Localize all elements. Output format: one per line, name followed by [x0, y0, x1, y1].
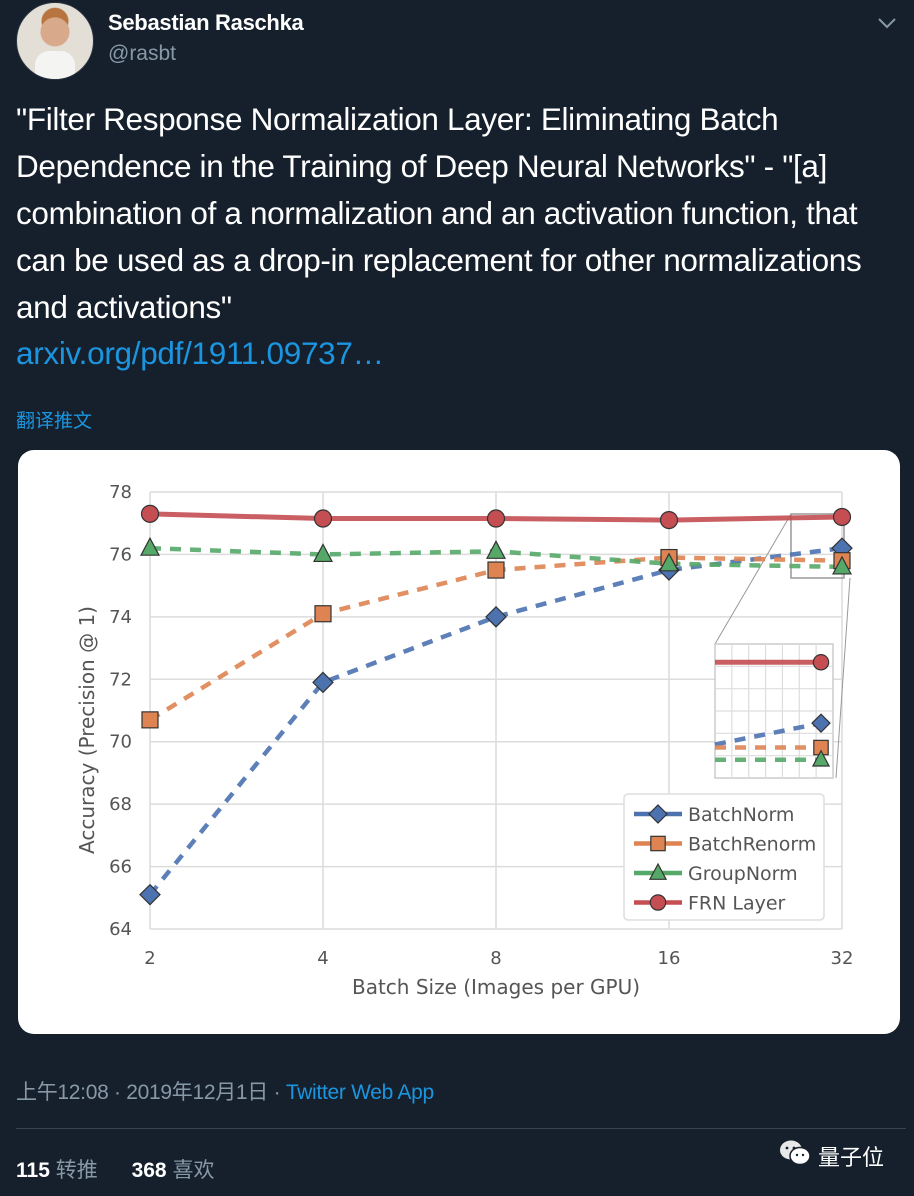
user-name[interactable]: Sebastian Raschka — [108, 10, 304, 35]
tweet-text: "Filter Response Normalization Layer: El… — [16, 101, 870, 325]
data-point-frn-layer — [313, 509, 333, 528]
legend-label-frn-layer: FRN Layer — [688, 893, 786, 915]
chart-legend: BatchNorm BatchRenorm GroupNorm FRN Layer — [623, 793, 825, 921]
y-tick-labels: 64 66 68 70 72 74 76 78 — [109, 482, 132, 940]
x-tick-label: 16 — [658, 948, 681, 969]
inset-zoom — [714, 643, 834, 779]
likes-label: 喜欢 — [172, 1159, 215, 1182]
tweet-date[interactable]: 2019年12月1日 — [126, 1081, 269, 1104]
inset-point-frn-layer — [812, 654, 830, 671]
data-point-batchrenorm — [314, 605, 332, 623]
inset-line-batchnorm — [714, 720, 822, 747]
legend-marker-groupnorm — [648, 862, 668, 880]
x-tick-label: 8 — [490, 948, 501, 969]
y-tick-label: 70 — [109, 732, 132, 753]
data-point-groupnorm — [659, 552, 679, 572]
wechat-icon — [778, 1138, 812, 1174]
inset-connector-line — [835, 577, 851, 779]
user-handle[interactable]: @rasbt — [108, 42, 177, 65]
y-tick-label: 72 — [109, 669, 132, 690]
data-point-frn-layer — [659, 510, 679, 530]
y-tick-label: 66 — [109, 857, 132, 878]
retweets-count: 115 — [16, 1159, 50, 1182]
avatar[interactable] — [16, 2, 94, 80]
watermark: 量子位 — [778, 1138, 884, 1174]
data-point-batchnorm — [139, 883, 161, 906]
divider — [16, 1128, 906, 1129]
data-point-batchnorm — [312, 671, 334, 694]
y-axis-title: Accuracy (Precision @ 1) — [75, 606, 99, 854]
data-point-batchnorm — [485, 606, 507, 628]
chart: 64 66 68 70 72 74 76 78 2 4 8 16 32 Batch Size (Ima… — [75, 482, 853, 999]
tweet-time[interactable]: 上午12:08 — [16, 1081, 109, 1104]
x-tick-label: 2 — [144, 948, 155, 969]
legend-label-batchrenorm: BatchRenorm — [688, 834, 816, 856]
x-tick-label: 32 — [831, 948, 854, 969]
data-point-groupnorm — [140, 536, 160, 556]
tweet-link[interactable]: arxiv.org/pdf/1911.09737… — [16, 335, 384, 371]
chevron-down-icon[interactable] — [876, 12, 898, 34]
chart-image-card[interactable]: 64 66 68 70 72 74 76 78 2 4 8 16 32 Batch Size (Ima… — [18, 450, 900, 1034]
legend-marker-frn-layer — [649, 894, 667, 911]
legend-box — [623, 793, 825, 921]
data-point-frn-layer — [486, 509, 506, 528]
likes-stat[interactable]: 368 喜欢 — [132, 1159, 215, 1182]
tweet-source[interactable]: Twitter Web App — [285, 1081, 434, 1104]
tweet-meta: 上午12:08 · 2019年12月1日 · Twitter Web App — [16, 1076, 434, 1106]
data-point-frn-layer — [832, 507, 852, 527]
y-tick-label: 78 — [109, 482, 132, 503]
translate-tweet-button[interactable]: 翻译推文 — [16, 411, 93, 432]
y-tick-label: 64 — [109, 919, 132, 940]
legend-marker-batchnorm — [648, 804, 668, 824]
watermark-label: 量子位 — [818, 1145, 885, 1170]
legend-marker-batchrenorm — [650, 835, 666, 852]
data-point-batchrenorm — [141, 711, 159, 729]
data-point-groupnorm — [313, 543, 333, 563]
y-tick-label: 74 — [109, 607, 132, 628]
inset-connector-line — [714, 513, 792, 645]
data-point-groupnorm — [832, 555, 852, 575]
y-tick-label: 68 — [109, 794, 132, 815]
x-tick-labels: 2 4 8 16 32 — [144, 948, 853, 969]
legend-label-batchnorm: BatchNorm — [688, 804, 794, 826]
inset-point-groupnorm — [811, 749, 831, 767]
data-point-groupnorm — [486, 540, 506, 559]
meta-separator: · — [273, 1081, 281, 1104]
chart-markers — [139, 504, 853, 906]
tweet-stats: 115 转推 368 喜欢 — [16, 1154, 242, 1184]
meta-separator: · — [114, 1081, 121, 1104]
series-line-batchnorm — [148, 545, 843, 897]
data-point-batchrenorm — [487, 561, 505, 579]
inset-point-batchnorm — [811, 713, 831, 734]
y-tick-label: 76 — [109, 544, 132, 565]
retweets-label: 转推 — [55, 1159, 98, 1182]
retweets-stat[interactable]: 115 转推 — [16, 1159, 98, 1182]
x-tick-label: 4 — [317, 948, 328, 969]
likes-count: 368 — [131, 1159, 167, 1182]
avatar-shirt — [35, 51, 75, 79]
legend-label-groupnorm: GroupNorm — [688, 863, 798, 885]
x-axis-title: Batch Size (Images per GPU) — [352, 975, 640, 999]
data-point-frn-layer — [140, 504, 160, 523]
